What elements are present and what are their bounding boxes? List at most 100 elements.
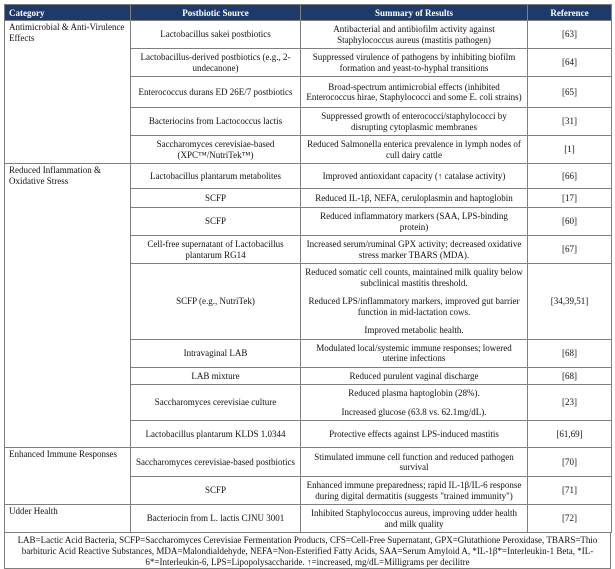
summary-text: Improved antioxidant capacity (↑ catalas…	[322, 170, 506, 181]
summary-cell: Protective effects against LPS-induced m…	[300, 420, 528, 448]
reference-cell: [72]	[527, 504, 612, 533]
table-container: Category Postbiotic Source Summary of Resu…	[4, 4, 612, 569]
summary-cell: Suppressed virulence of pathogens by inh…	[300, 48, 528, 77]
source-cell: LAB mixture	[130, 366, 301, 385]
category-cell: Enhanced Immune Responses	[4, 447, 131, 505]
source-cell: Bacteriocin from L. lactis CJNU 3001	[130, 504, 301, 533]
table-row: LAB mixture Reduced purulent vaginal disc…	[5, 366, 612, 385]
table-row: Enterococcus durans ED 26E/7 postbiotics…	[5, 76, 612, 108]
summary-cell: Improved antioxidant capacity (↑ catalas…	[300, 163, 528, 189]
summary-text: Reduced IL-1β, NEFA, ceruloplasmin and h…	[315, 192, 513, 203]
summary-cell: Modulated local/systemic immune response…	[300, 338, 528, 368]
summary-cell: Reduced plasma haptoglobin (28%). Increas…	[300, 384, 528, 421]
reference-cell: [70]	[527, 447, 612, 477]
source-cell: Lactobacillus plantarum metabolites	[130, 163, 301, 189]
summary-text: Increased glucose (63.8 vs. 62.1mg/dL).	[341, 406, 487, 417]
reference-cell: [34,39,51]	[527, 263, 612, 340]
header-cell: Category	[4, 4, 131, 21]
table-row: SCFP Reduced inflammatory markers (SAA, L…	[5, 207, 612, 236]
source-cell: Lactobacillus sakei postbiotics	[130, 20, 301, 49]
category-cell: Antimicrobial & Anti-Virulence Effects	[4, 20, 131, 164]
source-cell: Saccharomyces cerevisiae culture	[130, 384, 301, 421]
table-row: Bacteriocins from Lactococcus lactis Supp…	[5, 107, 612, 136]
reference-cell: [60]	[527, 207, 612, 236]
source-cell: Saccharomyces cerevisiae-based postbioti…	[130, 447, 301, 477]
summary-cell: Reduced IL-1β, NEFA, ceruloplasmin and h…	[300, 188, 528, 208]
summary-cell: Antibacterial and antibiofilm activity a…	[300, 20, 528, 49]
summary-text: Reduced inflammatory markers (SAA, LPS-b…	[320, 211, 508, 232]
source-cell: Saccharomyces cerevisiae-based (XPC™/Nut…	[130, 135, 301, 164]
summary-text: Reduced Salmonella enterica prevalence i…	[307, 139, 521, 160]
reference-cell: [61,69]	[527, 420, 612, 448]
header-cell: Postbiotic Source	[130, 4, 301, 21]
table-row: Udder Health Bacteriocin from L. lactis C…	[4, 504, 612, 533]
reference-cell: [17]	[527, 188, 612, 208]
summary-text: Increased serum/ruminal GPX activity; de…	[306, 239, 522, 260]
table-row: SCFP Enhanced immune preparedness; rapid …	[5, 476, 612, 505]
summary-text: Antibacterial and antibiofilm activity a…	[333, 24, 495, 45]
footnote: LAB=Lactic Acid Bacteria, SCFP=Saccharom…	[4, 533, 611, 569]
source-cell: Bacteriocins from Lactococcus lactis	[130, 107, 301, 136]
reference-cell: [68]	[527, 366, 612, 385]
summary-cell: Reduced purulent vaginal discharge	[300, 366, 528, 385]
category-cell: Udder Health	[4, 504, 131, 533]
summary-text: Reduced LPS/inflammatory markers, improv…	[308, 296, 520, 317]
summary-cell: Increased serum/ruminal GPX activity; de…	[300, 235, 528, 264]
source-cell: Lactobacillus plantarum KLDS 1.0344	[130, 420, 301, 448]
reference-cell: [66]	[527, 163, 612, 189]
header-cell: Reference	[527, 4, 612, 21]
table-row: SCFP (e.g., NutriTek) Reduced somatic cel…	[5, 263, 612, 340]
summary-text: Enhanced immune preparedness; rapid IL-1…	[306, 480, 522, 501]
table-row: Antimicrobial & Anti-Virulence Effects La…	[4, 20, 612, 164]
summary-cell: Suppressed growth of enterococci/staphyl…	[300, 107, 528, 136]
table-row: Saccharomyces cerevisiae-based (XPC™/Nut…	[5, 135, 612, 164]
header-cell: Summary of Results	[300, 4, 528, 21]
reference-cell: [63]	[527, 20, 612, 49]
summary-text: Improved metabolic health.	[364, 325, 464, 335]
source-cell: Intravaginal LAB	[130, 338, 301, 368]
summary-cell: Inhibited Staphylococcus aureus, improvi…	[300, 504, 528, 533]
table-row: Intravaginal LAB Modulated local/systemic…	[5, 338, 612, 368]
summary-text: Suppressed virulence of pathogens by inh…	[312, 52, 516, 73]
source-cell: SCFP	[130, 207, 301, 236]
summary-text: Broad-spectrum antimicrobial effects (in…	[306, 81, 522, 103]
summary-cell: Reduced inflammatory markers (SAA, LPS-b…	[300, 207, 528, 236]
source-cell: Cell-free supernatant of Lactobacillus p…	[130, 235, 301, 264]
page: Category Postbiotic Source Summary of Resu…	[4, 4, 612, 569]
source-cell: SCFP	[130, 188, 301, 208]
summary-text: Stimulated immune cell function and redu…	[314, 451, 514, 473]
table-row: Lactobacillus plantarum KLDS 1.0344 Prote…	[5, 420, 612, 448]
summary-cell: Reduced somatic cell counts, maintained …	[300, 263, 528, 340]
summary-text: Reduced purulent vaginal discharge	[349, 370, 479, 381]
reference-cell: [67]	[527, 235, 612, 264]
summary-text: Reduced plasma haptoglobin (28%).	[348, 388, 480, 398]
table-row: Reduced Inflammation & Oxidative Stress L…	[4, 163, 612, 448]
header-row: Category Postbiotic Source Summary of Resu…	[4, 4, 612, 21]
table-row: SCFP Reduced IL-1β, NEFA, ceruloplasmin a…	[5, 188, 612, 208]
reference-cell: [1]	[527, 135, 612, 164]
source-cell: Enterococcus durans ED 26E/7 postbiotics	[130, 76, 301, 108]
summary-text: Suppressed growth of enterococci/staphyl…	[321, 111, 507, 132]
summary-text: Protective effects against LPS-induced m…	[329, 428, 499, 439]
table-row: Cell-free supernatant of Lactobacillus p…	[5, 235, 612, 264]
reference-cell: [31]	[527, 107, 612, 136]
summary-text: Reduced somatic cell counts, maintained …	[305, 267, 523, 288]
summary-cell: Stimulated immune cell function and redu…	[300, 447, 528, 477]
category-cell: Reduced Inflammation & Oxidative Stress	[4, 163, 131, 448]
summary-cell: Reduced Salmonella enterica prevalence i…	[300, 135, 528, 164]
summary-cell: Broad-spectrum antimicrobial effects (in…	[300, 76, 528, 108]
source-cell: Lactobacillus-derived postbiotics (e.g.,…	[130, 48, 301, 77]
reference-cell: [23]	[527, 384, 612, 421]
summary-text: Inhibited Staphylococcus aureus, improvi…	[311, 508, 517, 529]
source-cell: SCFP (e.g., NutriTek)	[130, 263, 301, 340]
reference-cell: [68]	[527, 338, 612, 368]
results-table: Category Postbiotic Source Summary of Resu…	[4, 4, 612, 533]
source-cell: SCFP	[130, 476, 301, 505]
table-row: Enhanced Immune Responses Saccharomyces c…	[4, 447, 612, 505]
reference-cell: [64]	[527, 48, 612, 77]
reference-cell: [65]	[527, 76, 612, 108]
summary-text: Modulated local/systemic immune response…	[316, 342, 512, 364]
summary-cell: Enhanced immune preparedness; rapid IL-1…	[300, 476, 528, 505]
reference-cell: [71]	[527, 476, 612, 505]
table-row: Lactobacillus-derived postbiotics (e.g.,…	[5, 48, 612, 77]
